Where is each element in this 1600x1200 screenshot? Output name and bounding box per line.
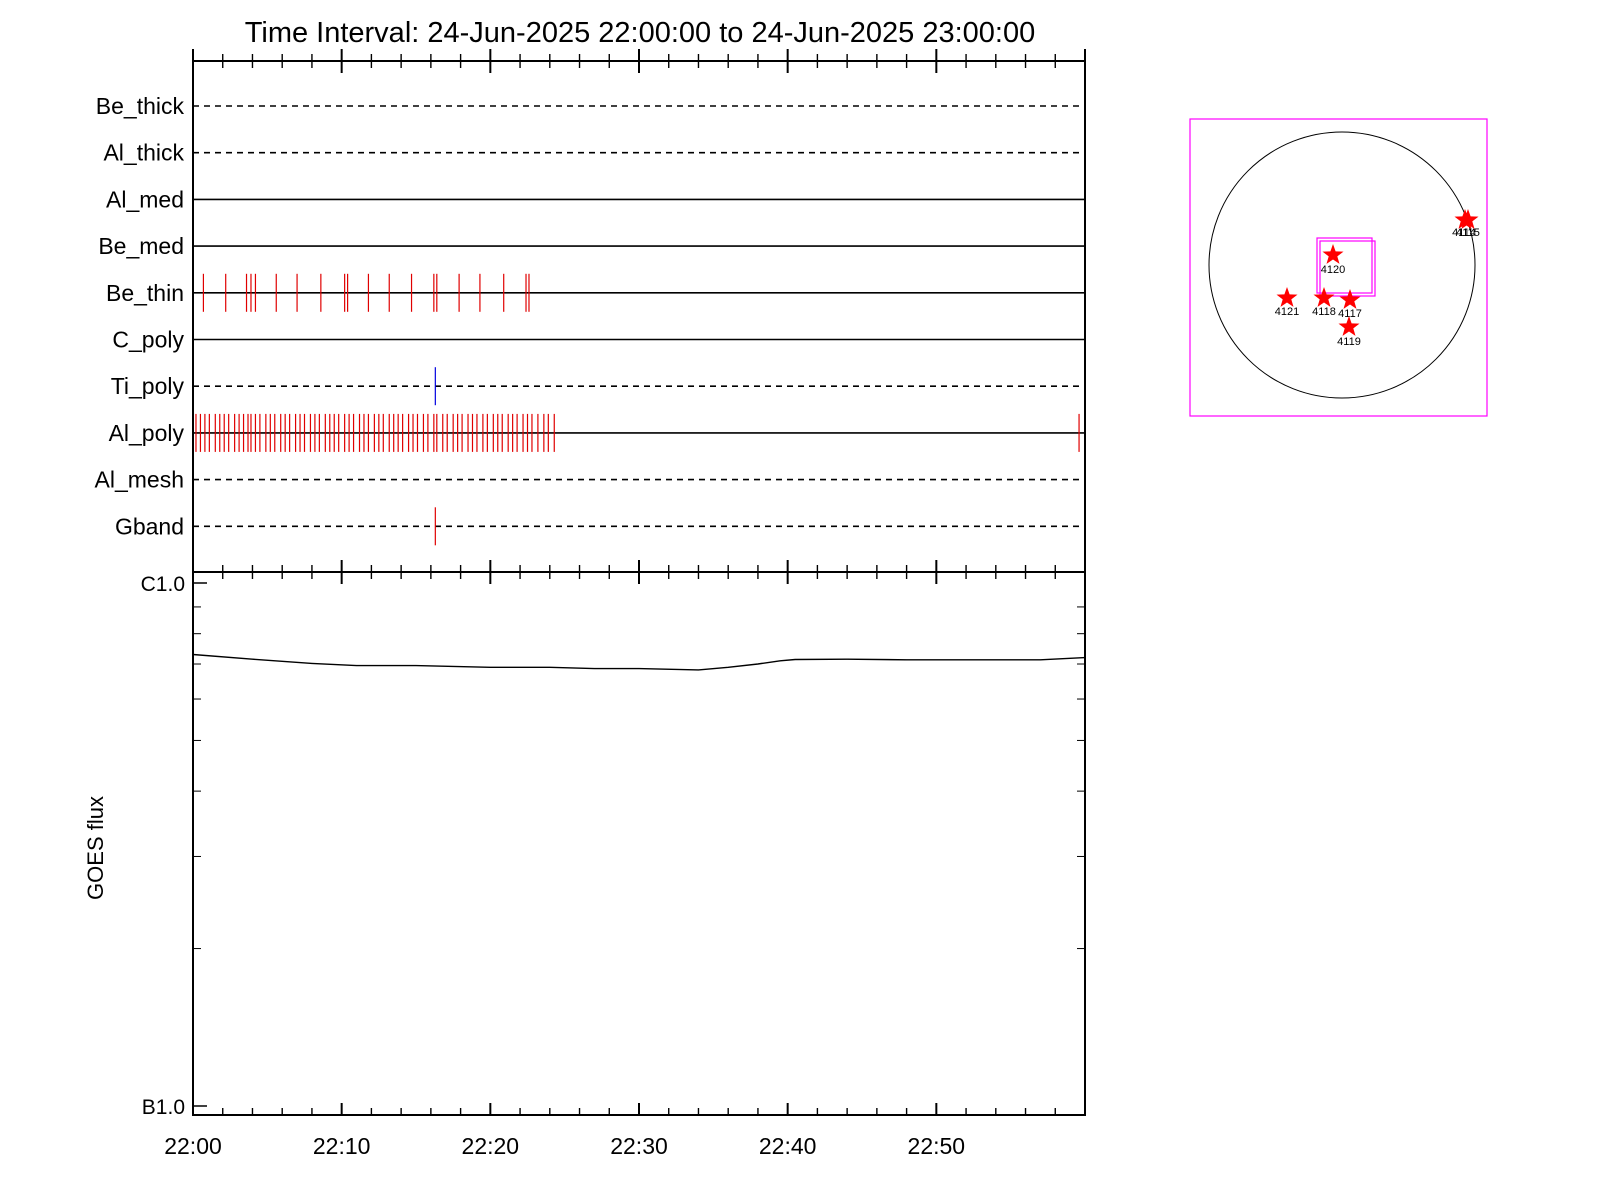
region-label: 4121: [1275, 306, 1299, 318]
x-tick-label: 22:20: [462, 1133, 520, 1159]
row-label-be_med: Be_med: [98, 233, 184, 259]
row-label-al_poly: Al_poly: [109, 420, 185, 446]
sun-map-frame: [1189, 118, 1488, 417]
row-label-be_thin: Be_thin: [106, 280, 184, 306]
row-label-gband: Gband: [115, 513, 184, 539]
active-region-marker: [1276, 287, 1298, 307]
region-label: 4117: [1338, 308, 1362, 320]
row-label-al_mesh: Al_mesh: [95, 467, 184, 493]
row-label-al_med: Al_med: [106, 186, 184, 212]
row-label-ti_poly: Ti_poly: [111, 373, 185, 399]
goes-flux-panel: C1.0 B1.0: [141, 571, 1086, 1119]
goes-ylabel: GOES flux: [83, 796, 108, 900]
goes-flux-line: [192, 653, 1086, 671]
y-tick-label: B1.0: [142, 1096, 185, 1119]
x-tick-label: 22:10: [313, 1133, 371, 1159]
x-tick-label: 22:30: [610, 1133, 668, 1159]
active-region-marker: [1338, 316, 1360, 336]
x-tick-label: 22:00: [164, 1133, 222, 1159]
x-tick-label: 22:40: [759, 1133, 817, 1159]
row-label-c_poly: C_poly: [112, 327, 184, 353]
detector-timeline-panel: Be_thick Al_thick Al_med Be_med Be_thin C_pol…: [95, 60, 1086, 573]
solar-disk: [1208, 131, 1476, 399]
region-label: 4120: [1321, 264, 1345, 276]
y-tick-label: C1.0: [141, 573, 185, 596]
region-label: 4115: [1456, 227, 1480, 239]
x-axis-tick-labels: 22:00 22:10 22:20 22:30 22:40 22:50: [164, 49, 1086, 1159]
zoom-box: [1316, 237, 1373, 294]
active-region-marker: [1457, 209, 1479, 229]
active-region-marker: [1322, 244, 1344, 264]
x-tick-label: 22:50: [908, 1133, 966, 1159]
row-label-al_thick: Al_thick: [103, 140, 184, 166]
goes-frame: [192, 571, 1086, 1116]
chart-title: Time Interval: 24-Jun-2025 22:00:00 to 2…: [245, 17, 1036, 49]
zoom-box: [1319, 240, 1376, 297]
active-region-marker: [1339, 289, 1361, 309]
timeline-frame: [192, 60, 1086, 573]
row-label-be_thick: Be_thick: [96, 93, 185, 119]
region-label: 4119: [1337, 336, 1361, 348]
region-label: 4114: [1452, 227, 1476, 239]
region-label: 4118: [1312, 306, 1336, 318]
active-region-marker: [1313, 287, 1335, 307]
